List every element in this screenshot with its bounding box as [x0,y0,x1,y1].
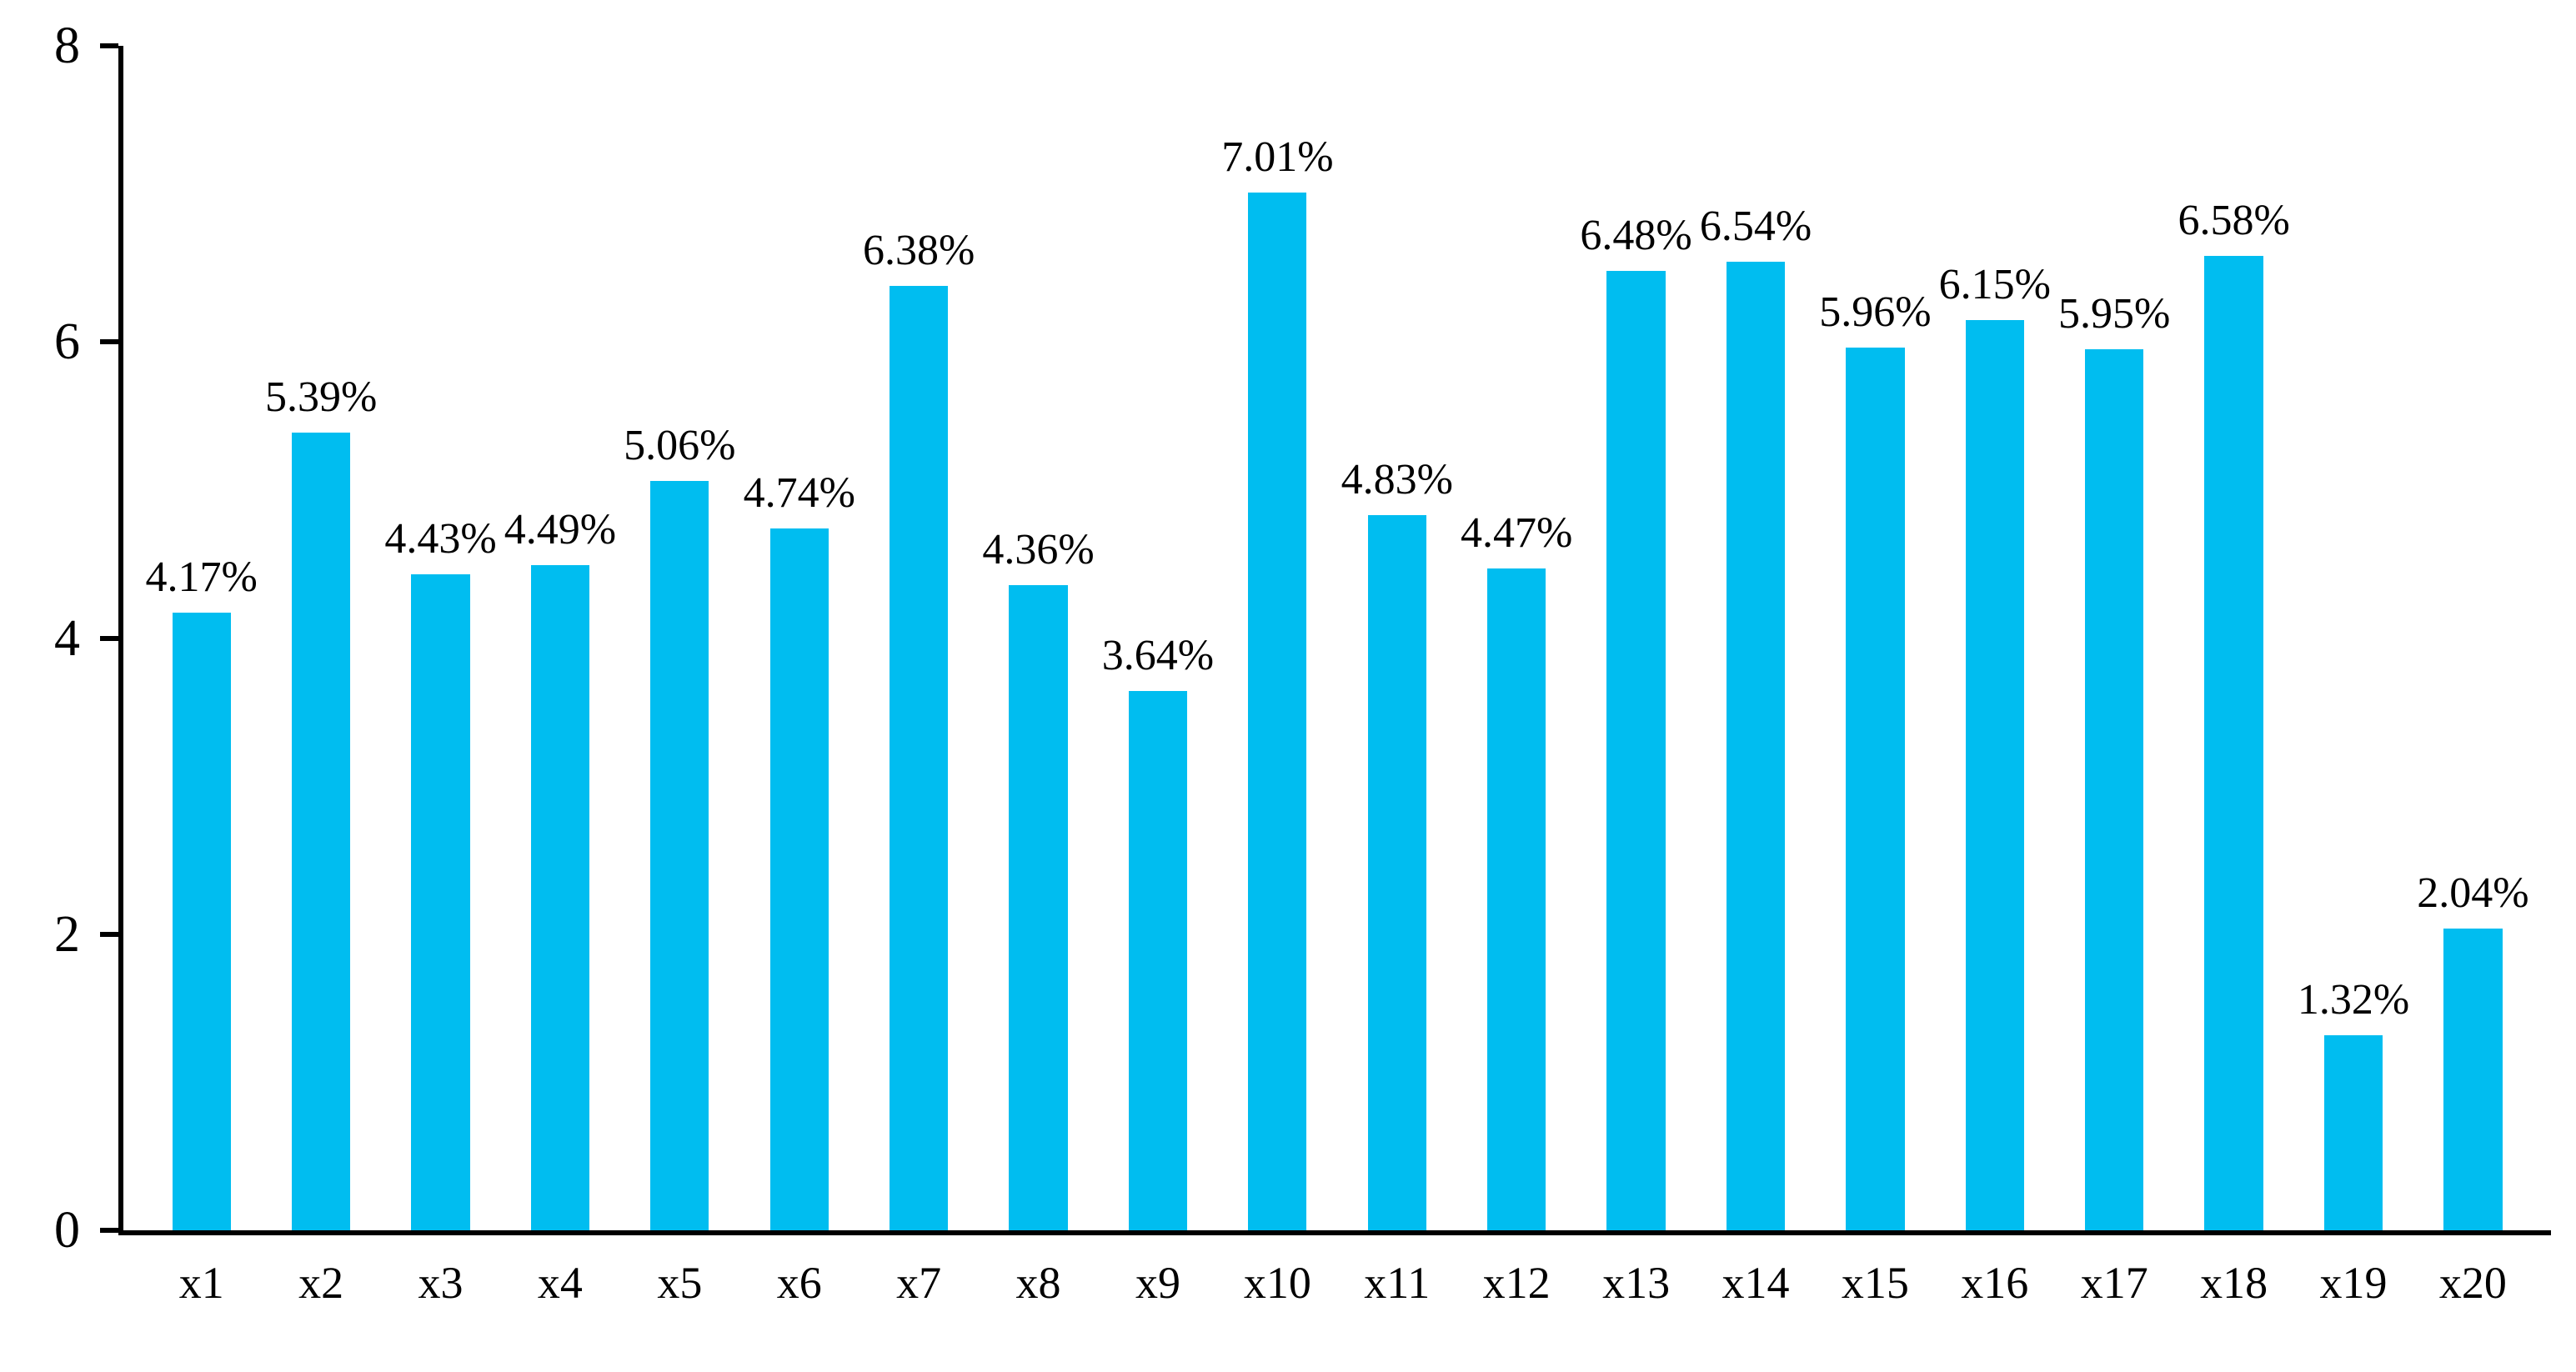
bar-value-label: 4.47% [1461,509,1573,558]
x-tick-label: x7 [896,1258,942,1308]
bar [1487,568,1546,1230]
bar-value-label: 5.06% [624,422,736,470]
bar [1009,584,1068,1230]
bar-group: 4.17% [142,46,261,1230]
bar-value-label: 4.83% [1341,456,1453,504]
bar [1726,262,1786,1230]
bar-group: 5.95% [2055,46,2174,1230]
bar-group: 4.83% [1337,46,1456,1230]
bar-group: 1.32% [2293,46,2413,1230]
bar-value-label: 6.58% [2178,197,2290,245]
bar-value-label: 7.01% [1221,133,1334,181]
bar-value-label: 6.48% [1580,212,1692,259]
bar [411,574,470,1230]
y-tick-label: 8 [54,18,80,74]
x-tick-label: x5 [657,1258,703,1308]
bar [769,528,829,1230]
x-tick-label: x17 [2080,1258,2148,1308]
bar [1965,319,2024,1230]
y-tick-label: 6 [54,313,80,371]
bar-value-label: 6.38% [862,226,975,274]
bar-group: 2.04% [2413,46,2533,1230]
x-tick-label: x15 [1841,1258,1909,1308]
x-tick-label: x12 [1482,1258,1551,1308]
bar-value-label: 5.39% [264,373,378,421]
x-tick-label: x8 [1015,1258,1061,1308]
x-tick-label: x9 [1135,1258,1180,1308]
bar-value-label: 6.54% [1699,203,1812,251]
x-tick-label: x18 [2200,1258,2268,1308]
bar [2085,349,2144,1230]
bar [2204,256,2263,1230]
bar-group: 4.47% [1456,46,1576,1230]
bar-group: 7.01% [1218,46,1337,1230]
bar-value-label: 4.74% [743,469,855,518]
bar-group: 6.54% [1696,46,1815,1230]
bar [1846,348,1905,1230]
y-tick-label: 0 [54,1202,80,1259]
x-tick-label: x2 [298,1258,344,1308]
x-tick-label: x16 [1961,1258,2029,1308]
bar-group: 5.06% [620,46,739,1230]
bar [530,565,590,1230]
bar-value-label: 5.96% [1819,288,1932,337]
bar [650,481,709,1230]
bar [2323,1034,2383,1230]
x-tick-label: x3 [418,1258,464,1308]
bar-value-label: 6.15% [1938,260,2051,308]
bar-group: 5.96% [1816,46,1935,1230]
bar-group: 4.74% [739,46,859,1230]
bar-value-label: 4.17% [145,553,258,602]
bar [2443,928,2503,1230]
y-tick-mark [100,635,118,641]
bar [291,432,351,1230]
x-tick-label: x13 [1602,1258,1671,1308]
plot-area: 0 2 4 6 8 4.17% 5.39% 4.43% 4.49% 5.06% 4.74% 6.38… [54,20,2551,1305]
x-tick-label: x1 [178,1258,224,1308]
bar-group: 6.38% [859,46,978,1230]
y-tick-mark [100,931,118,937]
x-tick-label: x19 [2319,1258,2388,1308]
bars-container: 4.17% 5.39% 4.43% 4.49% 5.06% 4.74% 6.38% 4.36%… [123,46,2551,1230]
x-tick-label: x10 [1243,1258,1311,1308]
bar-group: 4.43% [381,46,500,1230]
bar-group: 4.36% [979,46,1098,1230]
x-tick-label: x4 [537,1258,583,1308]
bar-value-label: 5.95% [2058,290,2171,338]
bar-value-label: 4.49% [504,506,617,554]
bar-value-label: 3.64% [1101,632,1215,680]
bar [172,613,231,1230]
bar-group: 3.64% [1098,46,1217,1230]
x-tick-label: x6 [776,1258,822,1308]
bar-group: 6.15% [1935,46,2054,1230]
bar-group: 6.58% [2174,46,2293,1230]
bar-value-label: 2.04% [2417,869,2529,917]
x-axis-labels: x1 x2 x3 x4 x5 x6 x7 x8 x9 x10 x11 x12 x13 x14 x15 x16 x… [123,1260,2551,1305]
bar [1606,271,1666,1230]
bar-value-label: 4.36% [982,525,1095,573]
y-tick-label: 2 [54,905,80,963]
bar-group: 5.39% [261,46,380,1230]
y-tick-mark [100,339,118,345]
x-tick-label: x20 [2438,1258,2507,1308]
x-tick-label: x14 [1722,1258,1790,1308]
y-tick-mark [100,43,118,48]
bar-group: 4.49% [500,46,619,1230]
bar-value-label: 1.32% [2297,975,2410,1024]
bar [1248,192,1307,1230]
bar [890,285,949,1230]
bar [1128,691,1188,1230]
y-tick-mark [100,1228,118,1233]
y-tick-label: 4 [54,609,80,667]
bar-group: 6.48% [1576,46,1696,1230]
bar [1367,515,1426,1230]
x-tick-label: x11 [1364,1258,1431,1308]
bar-value-label: 4.43% [384,515,497,563]
